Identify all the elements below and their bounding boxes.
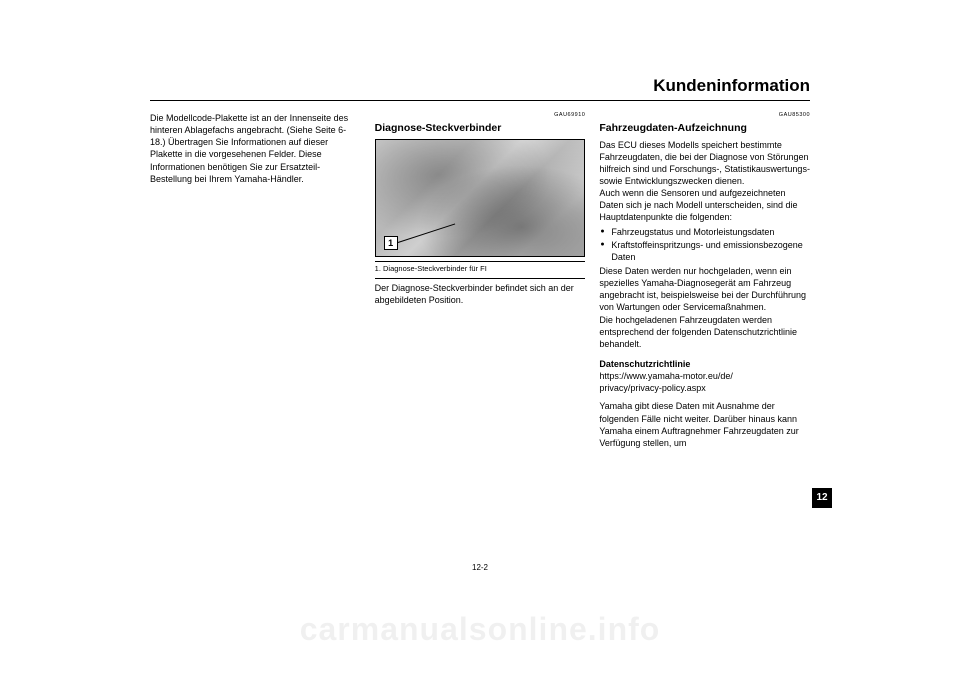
- manual-page: Kundeninformation Die Modellcode-Plakett…: [150, 100, 810, 578]
- col3-para4: Die hochgeladenen Fahrzeugdaten werden e…: [599, 314, 810, 350]
- figure-diagnose-connector: 1: [375, 139, 586, 257]
- header-rule: [150, 100, 810, 101]
- watermark: carmanualsonline.info: [0, 611, 960, 648]
- privacy-url-line2: privacy/privacy-policy.aspx: [599, 382, 810, 394]
- column-3: GAU85300 Fahrzeugdaten-Aufzeichnung Das …: [599, 112, 810, 449]
- doc-code: GAU69910: [375, 112, 586, 119]
- bullet-list: Fahrzeugstatus und Motorleistungsdaten K…: [599, 226, 810, 263]
- doc-code: GAU85300: [599, 112, 810, 119]
- privacy-url-line1: https://www.yamaha-motor.eu/de/: [599, 370, 810, 382]
- running-head: Kundeninformation: [653, 76, 810, 96]
- column-container: Die Modellcode-Plakette ist an der Innen…: [150, 112, 810, 449]
- column-2: GAU69910 Diagnose-Steckverbinder 1 1. Di…: [375, 112, 586, 449]
- figure-caption: 1. Diagnose-Steckverbinder für FI: [375, 264, 586, 274]
- thumb-tab: 12: [812, 488, 832, 508]
- caption-rule: [375, 261, 586, 262]
- section-title-fahrzeugdaten: Fahrzeugdaten-Aufzeichnung: [599, 121, 810, 135]
- column-1: Die Modellcode-Plakette ist an der Innen…: [150, 112, 361, 449]
- page-number: 12-2: [472, 563, 488, 572]
- col3-para3: Diese Daten werden nur hochgeladen, wenn…: [599, 265, 810, 314]
- privacy-subhead: Datenschutzrichtlinie: [599, 358, 810, 370]
- callout-number: 1: [384, 236, 398, 250]
- bullet-item: Kraftstoffeinspritzungs- und emissionsbe…: [599, 239, 810, 263]
- section-title-diagnose: Diagnose-Steckverbinder: [375, 121, 586, 135]
- col3-para1: Das ECU dieses Modells speichert bestimm…: [599, 139, 810, 188]
- col1-body: Die Modellcode-Plakette ist an der Innen…: [150, 112, 361, 185]
- col2-body: Der Diagnose-Steckverbinder befindet sic…: [375, 282, 586, 306]
- col3-para2: Auch wenn die Sensoren und aufgezeichnet…: [599, 187, 810, 223]
- caption-rule-bottom: [375, 278, 586, 279]
- col3-para5: Yamaha gibt diese Daten mit Ausnahme der…: [599, 400, 810, 449]
- bullet-item: Fahrzeugstatus und Motorleistungsdaten: [599, 226, 810, 238]
